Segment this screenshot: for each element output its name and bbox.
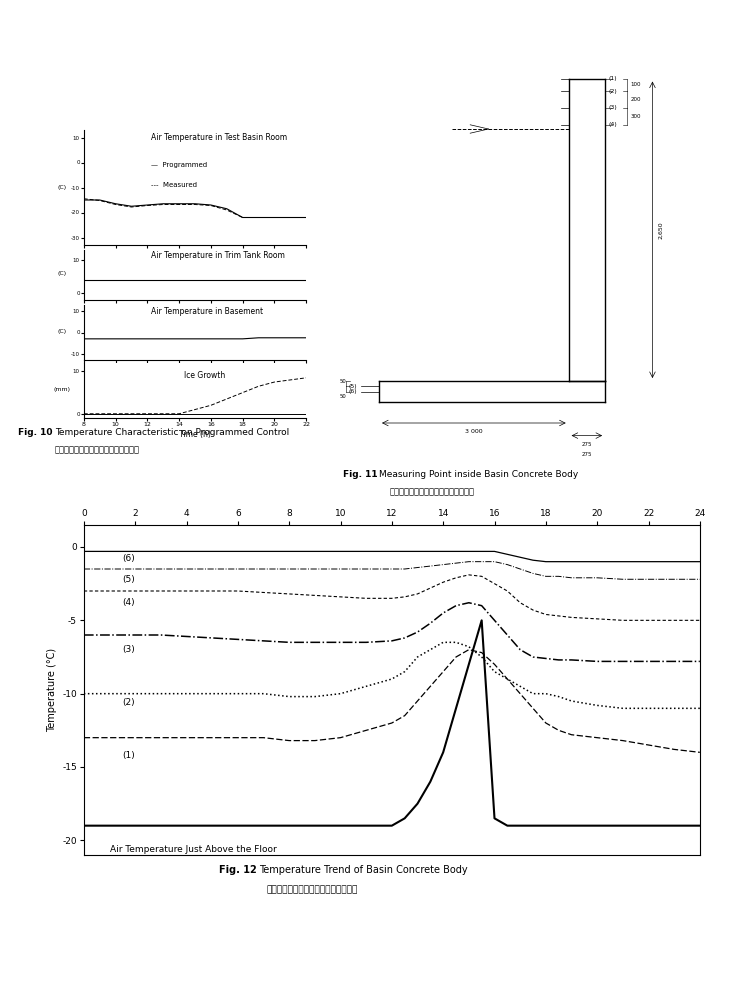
Text: ---  Measured: --- Measured xyxy=(150,182,197,188)
Text: (2): (2) xyxy=(609,89,617,94)
Text: Fig. 11: Fig. 11 xyxy=(343,470,377,479)
Text: （水水槽コンクリート体内温度変化）: （水水槽コンクリート体内温度変化） xyxy=(266,885,357,894)
Text: 50: 50 xyxy=(339,379,346,384)
Text: Air Temperature in Trim Tank Room: Air Temperature in Trim Tank Room xyxy=(150,251,284,260)
Text: 275: 275 xyxy=(582,452,592,457)
Text: （プログラム運転時の温度制御特性）: （プログラム運転時の温度制御特性） xyxy=(55,445,140,454)
Text: Ice Growth: Ice Growth xyxy=(184,371,225,380)
Text: 3 000: 3 000 xyxy=(465,429,483,434)
Text: (1): (1) xyxy=(609,76,617,81)
Text: 100: 100 xyxy=(631,82,641,87)
Text: Air Temperature in Test Basin Room: Air Temperature in Test Basin Room xyxy=(150,133,286,142)
Text: (6): (6) xyxy=(122,554,135,563)
Text: Measuring Point inside Basin Concrete Body: Measuring Point inside Basin Concrete Bo… xyxy=(379,470,578,479)
Text: Air Temperature in Basement: Air Temperature in Basement xyxy=(150,307,262,316)
Text: (C): (C) xyxy=(58,186,66,190)
Text: 275: 275 xyxy=(582,442,592,447)
Text: Air Temperature Just Above the Floor: Air Temperature Just Above the Floor xyxy=(109,845,276,854)
Text: —  Programmed: — Programmed xyxy=(150,162,206,168)
Text: 2,650: 2,650 xyxy=(658,221,663,239)
Text: 300: 300 xyxy=(631,114,641,119)
Text: (5): (5) xyxy=(122,575,135,584)
Text: (1): (1) xyxy=(122,751,135,760)
Text: (C): (C) xyxy=(58,271,66,276)
Text: （水水槽コンクリート体内計測位置）: （水水槽コンクリート体内計測位置） xyxy=(390,487,475,496)
Text: (3): (3) xyxy=(609,105,617,110)
X-axis label: Time (h): Time (h) xyxy=(179,430,211,439)
Text: (4): (4) xyxy=(609,122,617,127)
Y-axis label: Temperature (°C): Temperature (°C) xyxy=(47,648,57,732)
Text: Fig. 12: Fig. 12 xyxy=(219,865,257,875)
Text: 50: 50 xyxy=(339,394,346,399)
Text: (C): (C) xyxy=(58,330,66,334)
Text: (4): (4) xyxy=(122,598,135,607)
Text: (5): (5) xyxy=(348,384,357,389)
Text: (mm): (mm) xyxy=(53,387,71,392)
Text: Fig. 10: Fig. 10 xyxy=(18,428,52,437)
Text: (3): (3) xyxy=(122,645,135,654)
Text: (2): (2) xyxy=(122,698,135,707)
Text: 200: 200 xyxy=(631,97,641,102)
Text: (6): (6) xyxy=(348,389,357,394)
Text: Temperature Trend of Basin Concrete Body: Temperature Trend of Basin Concrete Body xyxy=(259,865,467,875)
Text: Temperature Characteristic on Programmed Control: Temperature Characteristic on Programmed… xyxy=(55,428,289,437)
